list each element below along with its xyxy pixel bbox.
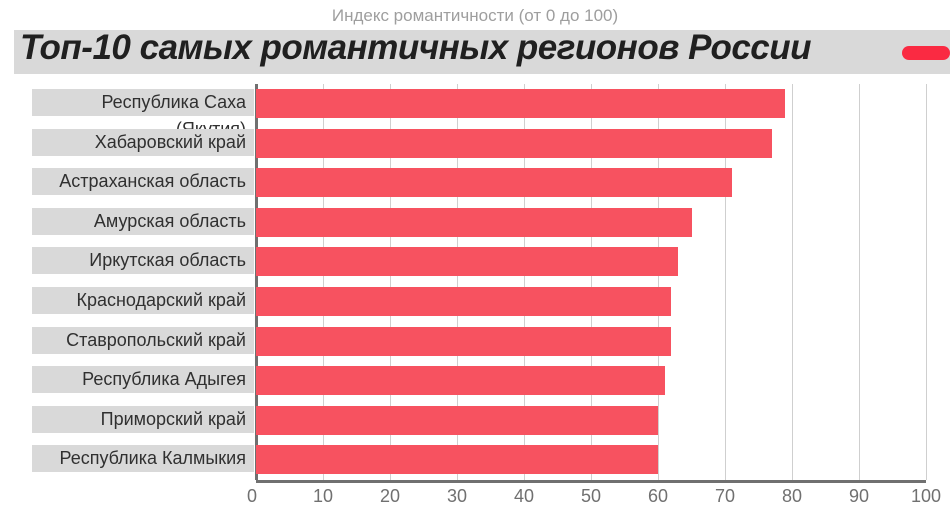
bar xyxy=(256,129,772,158)
chart-rows: Республика Саха (Якутия) Хабаровский край… xyxy=(0,84,950,480)
bar xyxy=(256,406,658,435)
x-tick-label: 70 xyxy=(715,486,735,507)
bar xyxy=(256,287,671,316)
chart-row: Республика Саха (Якутия) xyxy=(0,84,950,124)
category-label: Республика Адыгея xyxy=(32,366,250,393)
x-tick-label: 100 xyxy=(911,486,941,507)
title-accent-pill xyxy=(902,46,950,60)
chart-row: Астраханская область xyxy=(0,163,950,203)
chart-row: Республика Калмыкия xyxy=(0,440,950,480)
bar xyxy=(256,366,665,395)
bar xyxy=(256,168,732,197)
chart-row: Республика Адыгея xyxy=(0,361,950,401)
bar xyxy=(256,327,671,356)
chart-subtitle: Индекс романтичности (от 0 до 100) xyxy=(0,0,950,28)
x-axis-line xyxy=(256,480,926,483)
category-label: Республика Саха (Якутия) xyxy=(32,89,250,116)
x-tick-label: 30 xyxy=(447,486,467,507)
x-tick-label: 80 xyxy=(782,486,802,507)
x-tick-label: 20 xyxy=(380,486,400,507)
chart-title: Топ-10 самых романтичных регионов России xyxy=(20,28,811,68)
chart-row: Амурская область xyxy=(0,203,950,243)
x-tick-label: 0 xyxy=(247,486,257,507)
x-tick-label: 60 xyxy=(648,486,668,507)
x-tick-label: 50 xyxy=(581,486,601,507)
category-label: Амурская область xyxy=(32,208,250,235)
x-tick-label: 10 xyxy=(313,486,333,507)
chart-row: Иркутская область xyxy=(0,242,950,282)
category-label: Краснодарский край xyxy=(32,287,250,314)
category-label: Иркутская область xyxy=(32,247,250,274)
category-label: Республика Калмыкия xyxy=(32,445,250,472)
category-label: Ставропольский край xyxy=(32,327,250,354)
chart-row: Приморский край xyxy=(0,401,950,441)
x-axis-labels: 0102030405060708090100 xyxy=(256,484,926,510)
bar xyxy=(256,445,658,474)
bar xyxy=(256,247,678,276)
title-strip: Топ-10 самых романтичных регионов России xyxy=(0,28,950,76)
bar xyxy=(256,89,785,118)
category-label: Астраханская область xyxy=(32,168,250,195)
chart-area: Республика Саха (Якутия) Хабаровский край… xyxy=(0,80,950,510)
x-tick-label: 40 xyxy=(514,486,534,507)
bar xyxy=(256,208,692,237)
x-tick-label: 90 xyxy=(849,486,869,507)
category-label: Приморский край xyxy=(32,406,250,433)
category-label: Хабаровский край xyxy=(32,129,250,156)
chart-row: Ставропольский край xyxy=(0,322,950,362)
chart-row: Краснодарский край xyxy=(0,282,950,322)
chart-row: Хабаровский край xyxy=(0,124,950,164)
